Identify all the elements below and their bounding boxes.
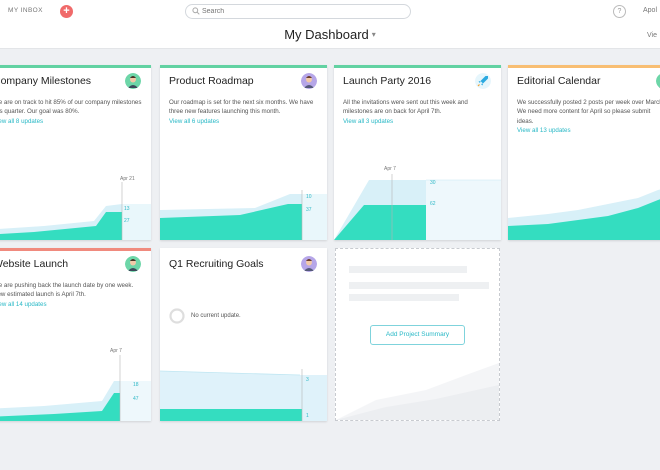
progress-chart: 10 37 xyxy=(160,190,327,240)
chart-value-bottom: 37 xyxy=(306,207,312,213)
view-menu[interactable]: Vie xyxy=(647,32,657,39)
project-card-q1-recruiting-goals[interactable]: Q1 Recruiting Goals No current update. 3… xyxy=(160,248,327,421)
card-title[interactable]: Q1 Recruiting Goals xyxy=(169,258,264,270)
card-title[interactable]: Website Launch xyxy=(0,258,69,270)
chart-value-top: 3 xyxy=(306,377,309,383)
search-box[interactable] xyxy=(185,4,411,19)
card-description: We are pushing back the launch date by o… xyxy=(0,281,143,309)
card-accent-bar xyxy=(334,65,501,68)
top-bar: MY INBOX + ? Apol xyxy=(0,0,660,24)
card-description-text: We are pushing back the launch date by o… xyxy=(0,282,134,299)
page-header: My Dashboard ▾ Vie xyxy=(0,24,660,49)
view-updates-link[interactable]: View all 3 updates xyxy=(343,117,394,125)
no-update-status-icon xyxy=(169,308,185,324)
add-plus-icon[interactable]: + xyxy=(60,5,73,18)
view-updates-link[interactable]: View all 13 updates xyxy=(517,126,571,134)
chart-value-top: 13 xyxy=(124,206,130,212)
placeholder-line xyxy=(349,282,489,289)
avatar-icon[interactable] xyxy=(125,73,141,89)
chart-date-label: Apr 7 xyxy=(384,166,396,172)
rocket-icon[interactable] xyxy=(475,73,491,89)
card-title[interactable]: Launch Party 2016 xyxy=(343,75,432,87)
project-card-company-milestones[interactable]: Company Milestones We are on track to hi… xyxy=(0,65,151,240)
chart-value-bottom: 1 xyxy=(306,413,309,419)
card-accent-bar xyxy=(508,65,660,68)
card-description-text: We are on track to hit 85% of our compan… xyxy=(0,99,142,116)
card-title[interactable]: Editorial Calendar xyxy=(517,75,601,87)
card-description: We are on track to hit 85% of our compan… xyxy=(0,98,143,126)
chart-value-bottom: 47 xyxy=(133,396,139,402)
card-description-text: Our roadmap is set for the next six mont… xyxy=(169,99,314,116)
page-title[interactable]: My Dashboard ▾ xyxy=(0,27,660,42)
card-accent-bar xyxy=(160,65,327,68)
project-card-editorial-calendar[interactable]: Editorial Calendar We successfully poste… xyxy=(508,65,660,240)
project-card-website-launch[interactable]: Website Launch We are pushing back the l… xyxy=(0,248,151,421)
chart-value-top: 18 xyxy=(133,382,139,388)
card-accent-bar xyxy=(0,248,151,251)
user-name[interactable]: Apol xyxy=(643,7,658,14)
page-title-text: My Dashboard xyxy=(284,27,369,42)
add-project-summary-button[interactable]: Add Project Summary xyxy=(370,325,465,345)
placeholder-line xyxy=(349,266,467,273)
placeholder-line xyxy=(349,294,459,301)
card-title[interactable]: Product Roadmap xyxy=(169,75,254,87)
card-title[interactable]: Company Milestones xyxy=(0,75,92,87)
chart-date-label: Apr 21 xyxy=(120,176,135,182)
progress-chart: Apr 21 13 27 xyxy=(0,176,151,240)
my-inbox-link[interactable]: MY INBOX xyxy=(8,7,43,14)
chart-value-bottom: 27 xyxy=(124,218,130,224)
card-description: Our roadmap is set for the next six mont… xyxy=(169,98,319,126)
view-updates-link[interactable]: View all 6 updates xyxy=(169,117,220,125)
chevron-down-icon[interactable]: ▾ xyxy=(371,30,376,39)
card-description-text: All the invitations were sent out this w… xyxy=(343,99,468,116)
progress-chart xyxy=(508,189,660,240)
search-input[interactable] xyxy=(202,6,402,17)
view-updates-link[interactable]: View all 14 updates xyxy=(0,300,47,308)
avatar-icon[interactable] xyxy=(301,256,317,272)
avatar-icon[interactable] xyxy=(301,73,317,89)
no-update-text: No current update. xyxy=(191,313,241,319)
progress-chart: Apr 7 18 47 xyxy=(0,348,151,421)
help-icon[interactable]: ? xyxy=(613,5,626,18)
view-updates-link[interactable]: View all 8 updates xyxy=(0,117,44,125)
progress-chart: Apr 7 30 62 xyxy=(334,166,501,240)
card-description-text: We successfully posted 2 posts per week … xyxy=(517,99,660,125)
add-summary-placeholder: Add Project Summary xyxy=(335,248,500,421)
card-accent-bar xyxy=(0,65,151,68)
search-icon xyxy=(192,7,200,15)
project-card-launch-party[interactable]: Launch Party 2016 All the invitations we… xyxy=(334,65,501,240)
card-description: All the invitations were sent out this w… xyxy=(343,98,493,126)
chart-value-top: 10 xyxy=(306,194,312,200)
avatar-icon[interactable] xyxy=(656,73,660,89)
progress-chart: 3 1 xyxy=(160,369,327,421)
project-card-product-roadmap[interactable]: Product Roadmap Our roadmap is set for t… xyxy=(160,65,327,240)
card-description: We successfully posted 2 posts per week … xyxy=(517,98,660,135)
chart-value-top: 30 xyxy=(430,180,436,186)
chart-value-bottom: 62 xyxy=(430,201,436,207)
placeholder-chart xyxy=(336,363,499,420)
avatar-icon[interactable] xyxy=(125,256,141,272)
chart-date-label: Apr 7 xyxy=(110,348,122,354)
